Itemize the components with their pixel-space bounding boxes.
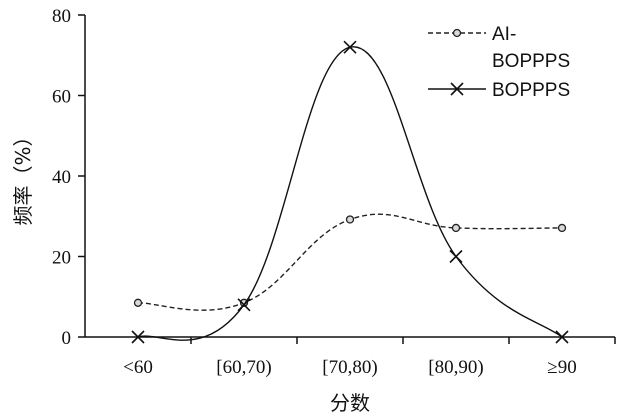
legend-entry: AI- BOPPPS bbox=[428, 24, 570, 72]
series-line bbox=[137, 213, 563, 311]
x-marker bbox=[237, 298, 251, 312]
y-tick-label: 20 bbox=[52, 248, 71, 269]
y-axis-label: 频率（%） bbox=[11, 126, 35, 225]
legend-entry: BOPPPS bbox=[428, 80, 570, 101]
legend-circle-marker bbox=[452, 28, 462, 38]
x-tick-label: [60,70) bbox=[216, 357, 271, 378]
x-marker bbox=[343, 40, 357, 54]
x-tick-label: [70,80) bbox=[322, 357, 377, 378]
x-tick-label: [80,90) bbox=[428, 357, 483, 378]
x-tick-label: <60 bbox=[123, 357, 153, 378]
circle-marker bbox=[557, 223, 567, 233]
legend-label: BOPPPS bbox=[492, 51, 570, 72]
y-tick-label: 40 bbox=[52, 167, 71, 188]
series-ai-boppps bbox=[133, 213, 567, 311]
y-tick-label: 80 bbox=[52, 6, 71, 27]
series-boppps bbox=[131, 40, 569, 344]
circle-marker bbox=[451, 223, 461, 233]
x-axis-label: 分数 bbox=[330, 391, 370, 415]
x-marker bbox=[555, 330, 569, 344]
y-tick-label: 0 bbox=[62, 328, 72, 349]
legend: AI- BOPPPS BOPPPS bbox=[428, 24, 570, 101]
legend-x-marker bbox=[450, 82, 464, 96]
legend-label: AI- bbox=[492, 24, 516, 45]
circle-marker bbox=[133, 298, 143, 307]
series-layer bbox=[131, 40, 569, 344]
y-tick-label: 60 bbox=[52, 87, 71, 108]
x-marker bbox=[449, 249, 463, 264]
x-tick-label: ≥90 bbox=[547, 357, 576, 378]
y-ticks: 0 20 40 60 80 bbox=[52, 6, 85, 349]
circle-marker bbox=[239, 298, 249, 307]
circle-marker bbox=[345, 215, 355, 224]
x-marker bbox=[131, 330, 145, 344]
legend-label: BOPPPS bbox=[492, 80, 570, 101]
x-ticks: <60 [60,70) [70,80) [80,90) ≥90 bbox=[123, 337, 616, 378]
